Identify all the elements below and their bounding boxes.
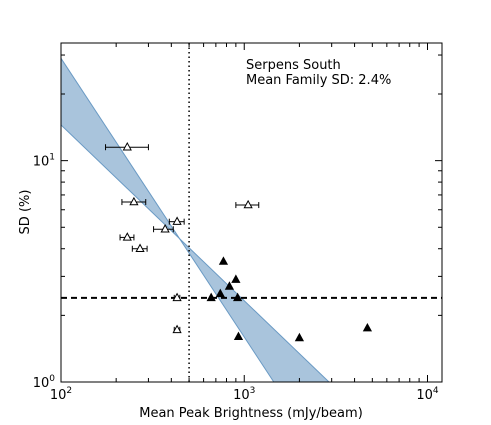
filled-triangle-point — [294, 332, 305, 342]
open-triangle-point — [135, 243, 145, 252]
y-tick-label: 100 — [33, 374, 56, 391]
filled-triangle-point — [224, 281, 235, 290]
open-triangle-point — [172, 324, 182, 334]
x-tick-label: 103 — [233, 386, 255, 403]
annotation-line1: Serpens South — [246, 58, 341, 73]
band-upper-edge — [61, 58, 275, 382]
filled-triangle-point — [206, 292, 216, 302]
open-triangle-point — [122, 141, 132, 151]
y-tick-label: 101 — [33, 153, 55, 170]
annotation-line2: Mean Family SD: 2.4% — [246, 73, 391, 88]
filled-triangle-point — [232, 292, 243, 302]
filled-triangle-point — [215, 288, 225, 298]
uncertainty-band — [61, 58, 329, 382]
open-triangle-point — [160, 223, 170, 233]
x-axis-label: Mean Peak Brightness (mJy/beam) — [139, 406, 363, 421]
filled-triangle-point — [218, 256, 229, 265]
filled-triangle-point — [362, 322, 373, 332]
plot-frame — [60, 42, 443, 383]
open-triangle-point — [243, 199, 253, 209]
y-axis-label: SD (%) — [18, 190, 33, 235]
open-triangle-point — [172, 292, 182, 302]
filled-triangle-point — [233, 331, 244, 341]
open-triangle-point — [129, 196, 139, 206]
open-triangle-point — [122, 232, 132, 241]
band-lower-edge — [61, 124, 330, 382]
x-tick-label: 102 — [50, 386, 72, 403]
x-tick-label: 104 — [416, 386, 439, 403]
open-triangle-point — [172, 216, 182, 225]
filled-triangle-point — [231, 274, 241, 283]
